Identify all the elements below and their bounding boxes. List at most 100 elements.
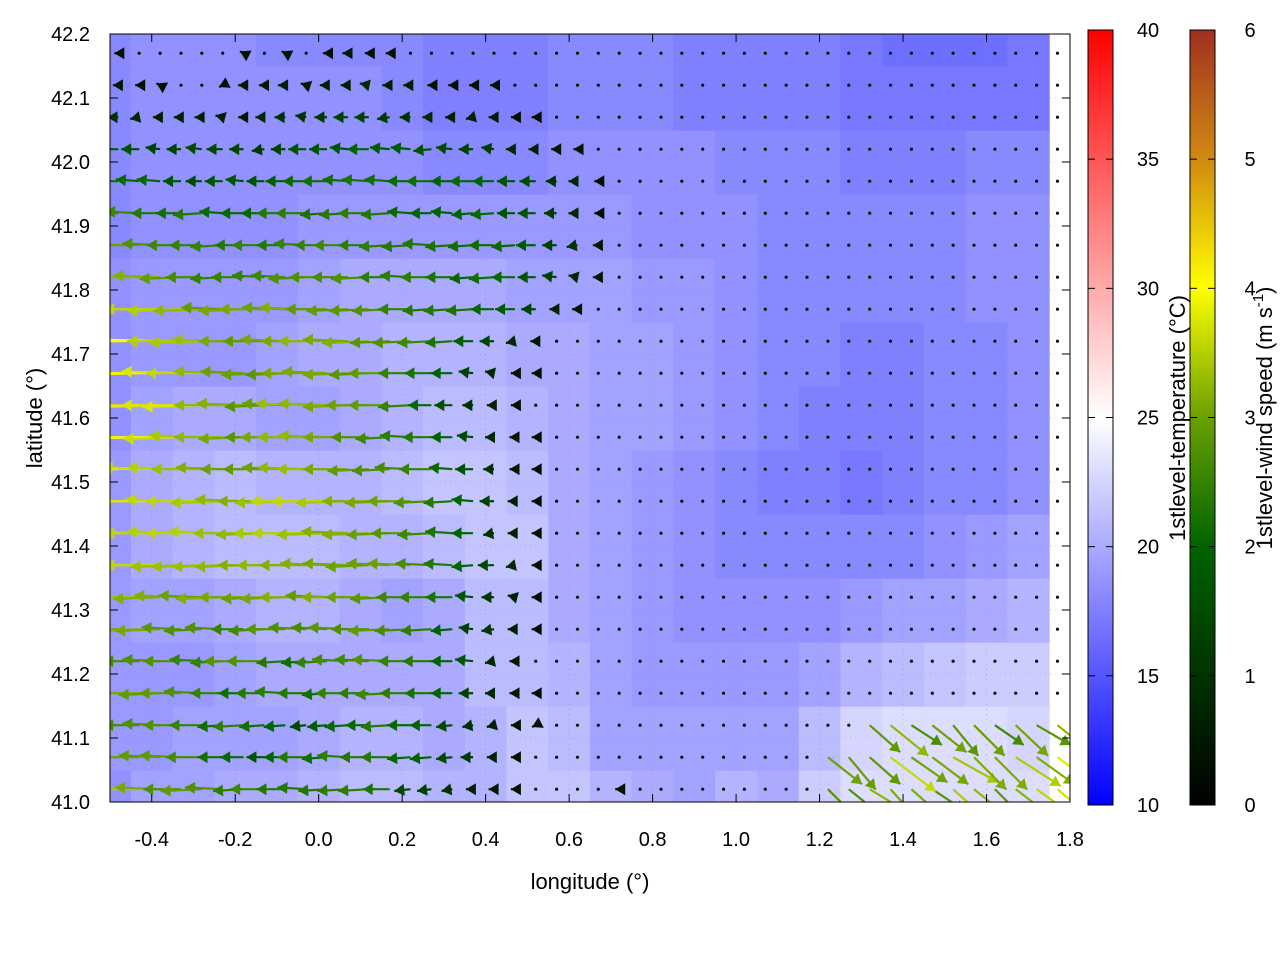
wind-vector [1055,659,1060,663]
wind-vector [742,51,747,55]
wind-vector [534,787,538,791]
wind-vector [307,720,328,733]
temperature-cell [882,514,925,579]
wind-vector [993,275,997,279]
temperature-cell [631,194,674,259]
temperature-cell [840,770,883,802]
wind-vector [847,499,851,503]
wind-vector [1055,275,1060,279]
wind-vector [972,531,976,535]
wind-vector [278,397,328,410]
wind-vector [397,336,432,349]
wind-vector [592,271,603,284]
wind-vector [1014,659,1018,663]
wind-vector [952,756,999,784]
wind-vectors [110,47,1070,802]
wind-vector [521,303,536,316]
wind-vector [847,147,851,151]
wind-vector [255,111,266,124]
temperature-cell [631,706,674,771]
wind-vector [110,655,140,668]
wind-vector [322,495,369,508]
wind-vector [951,595,955,599]
wind-vector [701,659,705,663]
temperature-cell [757,34,800,67]
wind-vector [451,527,474,540]
wind-vector [763,755,767,759]
wind-vector [784,787,788,791]
temperature-cell [882,706,925,771]
wind-vector [784,467,788,471]
wind-vector [680,371,684,375]
wind-vector [993,531,997,535]
wind-vector [784,339,788,343]
wind-vector [555,627,559,631]
temperature-cell [464,66,508,131]
wind-vector [742,147,747,151]
wind-vector [220,751,244,764]
wind-vector [170,496,223,509]
wind-vector [530,335,541,348]
wind-vector [1014,211,1018,215]
wind-vector [951,339,955,343]
wind-vector [555,595,559,599]
wind-vector [659,755,663,759]
wind-vector [129,111,142,123]
temperature-cell [882,66,925,131]
y-tick-label: 41.4 [51,536,90,558]
wind-vector [951,211,955,215]
wind-vector [742,755,747,759]
wind-vector [847,659,851,663]
wind-vector [486,718,498,731]
x-tick-label: 0.2 [388,829,416,851]
wind-vector [402,655,432,668]
temperature-cell [757,386,800,451]
wind-vector [680,435,684,439]
wind-vector [826,627,830,631]
wind-vector [617,659,621,663]
temperature-cell [965,130,1008,195]
temperature-cell [506,66,549,131]
wind-vector [1014,499,1018,503]
wind-vector [638,531,642,535]
wind-vector [951,435,955,439]
wind-vector [993,307,997,311]
wind-vector [246,175,265,188]
wind-vector [1014,724,1049,757]
temperature-cell [548,258,591,323]
wind-vector [930,243,934,247]
wind-vector [158,51,162,55]
wind-vector [722,147,726,151]
wind-vector [680,211,684,215]
wind-vector [826,307,830,311]
wind-vector [594,207,605,220]
temperature-cell [965,66,1008,131]
temperature-cell [965,642,1008,707]
wind-vector [534,659,538,663]
wind-vector [993,435,997,439]
wind-vector [430,687,453,700]
wind-vector [1014,435,1018,439]
wind-vector [784,755,788,759]
wind-vector [909,243,914,247]
temperature-cell [1007,450,1050,515]
wind-vector [847,51,851,55]
wind-vector [763,723,767,727]
wind-vector [450,51,454,55]
wind-vector [826,659,830,663]
wind-vector [888,275,893,279]
wind-vector [930,563,934,567]
wind-vector [333,111,348,124]
wind-vector [680,83,684,87]
wind-vector [659,659,663,663]
wind-vector [868,211,872,215]
wind-vector [114,47,125,60]
wind-vector [993,211,997,215]
temperature-cell [840,706,883,771]
wind-vector [680,307,684,311]
wind-vector [596,403,600,407]
temperature-colorbar-tick-label: 10 [1137,795,1159,817]
wind-vector [534,755,538,759]
wind-vector [1014,307,1018,311]
wind-vector [1035,788,1057,802]
